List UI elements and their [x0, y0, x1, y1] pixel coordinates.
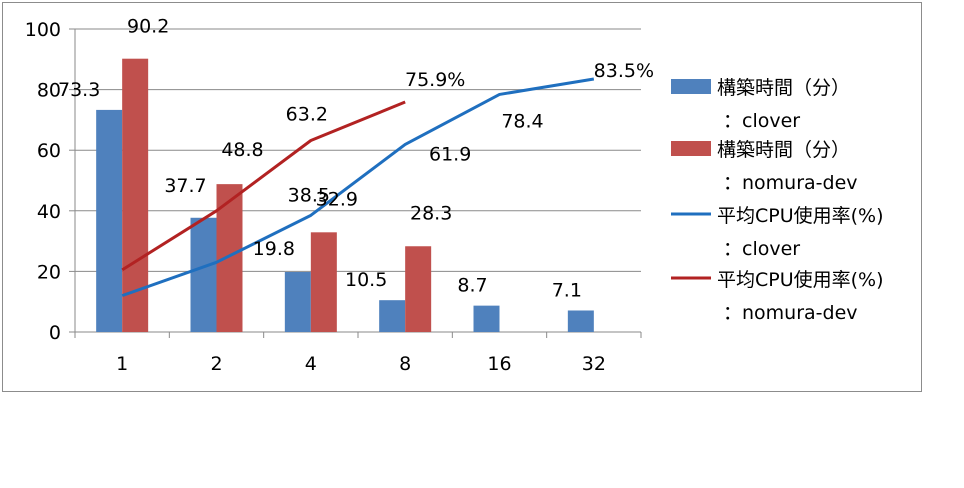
x-tick-label: 1: [116, 353, 128, 375]
line-data-label: 83.5%: [594, 60, 654, 82]
bar: [379, 300, 406, 332]
x-tick-label: 16: [487, 353, 511, 375]
bar: [310, 232, 337, 332]
bar-data-label: 8.7: [457, 275, 487, 297]
bar-data-label: 48.8: [221, 139, 263, 161]
bar-data-label: 7.1: [552, 279, 582, 301]
legend-label-line2: ：clover: [723, 238, 800, 260]
x-tick-label: 2: [210, 353, 222, 375]
series-line: [121, 100, 406, 272]
line-data-label: 38.5: [288, 184, 330, 206]
bar: [96, 109, 123, 332]
bar-data-label: 90.2: [127, 16, 169, 38]
bar: [567, 310, 594, 332]
bar-data-label: 32.9: [316, 188, 358, 210]
bar-data-label: 19.8: [253, 238, 295, 260]
bar: [405, 246, 432, 332]
bar: [284, 272, 311, 332]
legend-swatch: [671, 141, 711, 156]
x-tick-label: 4: [305, 353, 317, 375]
legend-swatch: [671, 79, 711, 94]
chart-frame: 0 20 40 60 80 100 1 2 4 8 16 32 73.3 37.7 19.8 10.5 8.7 7…: [2, 2, 922, 392]
y-tick-label: 60: [37, 140, 61, 162]
legend-label: 構築時間（分）: [717, 139, 850, 161]
series-line: [121, 77, 595, 298]
line-data-label: 75.9%: [405, 69, 465, 91]
line-data-label: 61.9: [429, 143, 471, 165]
x-tick-label: 8: [399, 353, 411, 375]
bar: [473, 305, 500, 332]
y-tick-label: 100: [25, 19, 61, 41]
y-tick-label: 80: [37, 80, 61, 102]
y-tick-label: 40: [37, 201, 61, 223]
legend-label: 構築時間（分）: [717, 77, 850, 99]
line-data-label: 63.2: [286, 104, 328, 126]
bar-data-label: 28.3: [410, 202, 452, 224]
legend-label-line2: ：nomura-dev: [723, 172, 858, 194]
legend-label: 平均CPU使用率(%): [717, 205, 884, 227]
legend-label: 平均CPU使用率(%): [717, 269, 884, 291]
y-tick-label: 0: [49, 322, 61, 344]
bar-data-label: 73.3: [58, 79, 100, 101]
line-data-label: 78.4: [501, 110, 543, 132]
y-tick-label: 20: [37, 261, 61, 283]
legend-label-line2: ：nomura-dev: [723, 302, 858, 324]
chart-svg: 0 20 40 60 80 100 1 2 4 8 16 32 73.3 37.7 19.8 10.5 8.7 7…: [25, 16, 884, 375]
bar-data-label: 37.7: [164, 175, 206, 197]
legend-label-line2: ：clover: [723, 110, 800, 132]
bar-data-label: 10.5: [345, 269, 387, 291]
x-tick-label: 32: [582, 353, 606, 375]
bar: [190, 217, 217, 332]
